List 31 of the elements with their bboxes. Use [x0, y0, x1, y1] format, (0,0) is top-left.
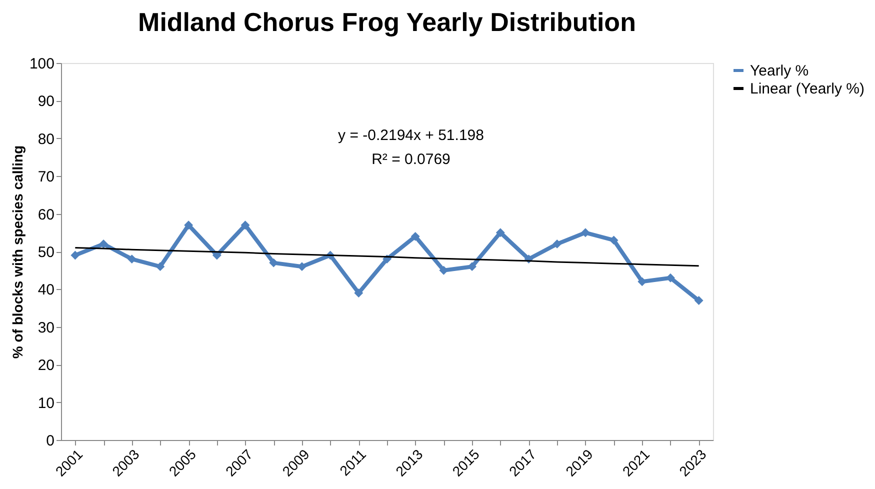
annotation: R² = 0.0769: [372, 151, 450, 168]
y-tick-label: 0: [46, 432, 54, 450]
point: [694, 296, 704, 305]
annotation: y = -0.2194x + 51.198: [338, 127, 484, 144]
point: [212, 250, 222, 260]
point: [127, 254, 136, 264]
point: [99, 239, 108, 248]
y-tick-label: 90: [38, 93, 54, 110]
y-tick-label: 50: [38, 244, 54, 261]
y-tick-label: 70: [38, 168, 54, 186]
y-tick-label: 20: [38, 357, 54, 374]
legend-label: Yearly %: [750, 62, 809, 80]
y-tick-label: 60: [38, 206, 54, 224]
point: [609, 236, 618, 245]
point: [354, 288, 364, 298]
y-tick-label: 30: [38, 319, 54, 336]
point: [496, 228, 505, 238]
chart-title: Midland Chorus Frog Yearly Distribution: [138, 7, 636, 37]
point: [156, 262, 165, 272]
point: [580, 228, 590, 238]
y-tick-label: 80: [38, 130, 54, 148]
point: [184, 220, 194, 230]
y-tick-label: 40: [38, 282, 54, 299]
legend-label: Linear (Yearly %): [750, 80, 865, 98]
point: [240, 220, 250, 230]
point: [410, 232, 420, 241]
y-axis-title: % of blocks with species calling: [9, 145, 26, 359]
y-tick-label: 100: [29, 56, 54, 72]
y-tick-label: 10: [38, 394, 54, 412]
point: [70, 250, 80, 260]
point: [552, 239, 562, 248]
